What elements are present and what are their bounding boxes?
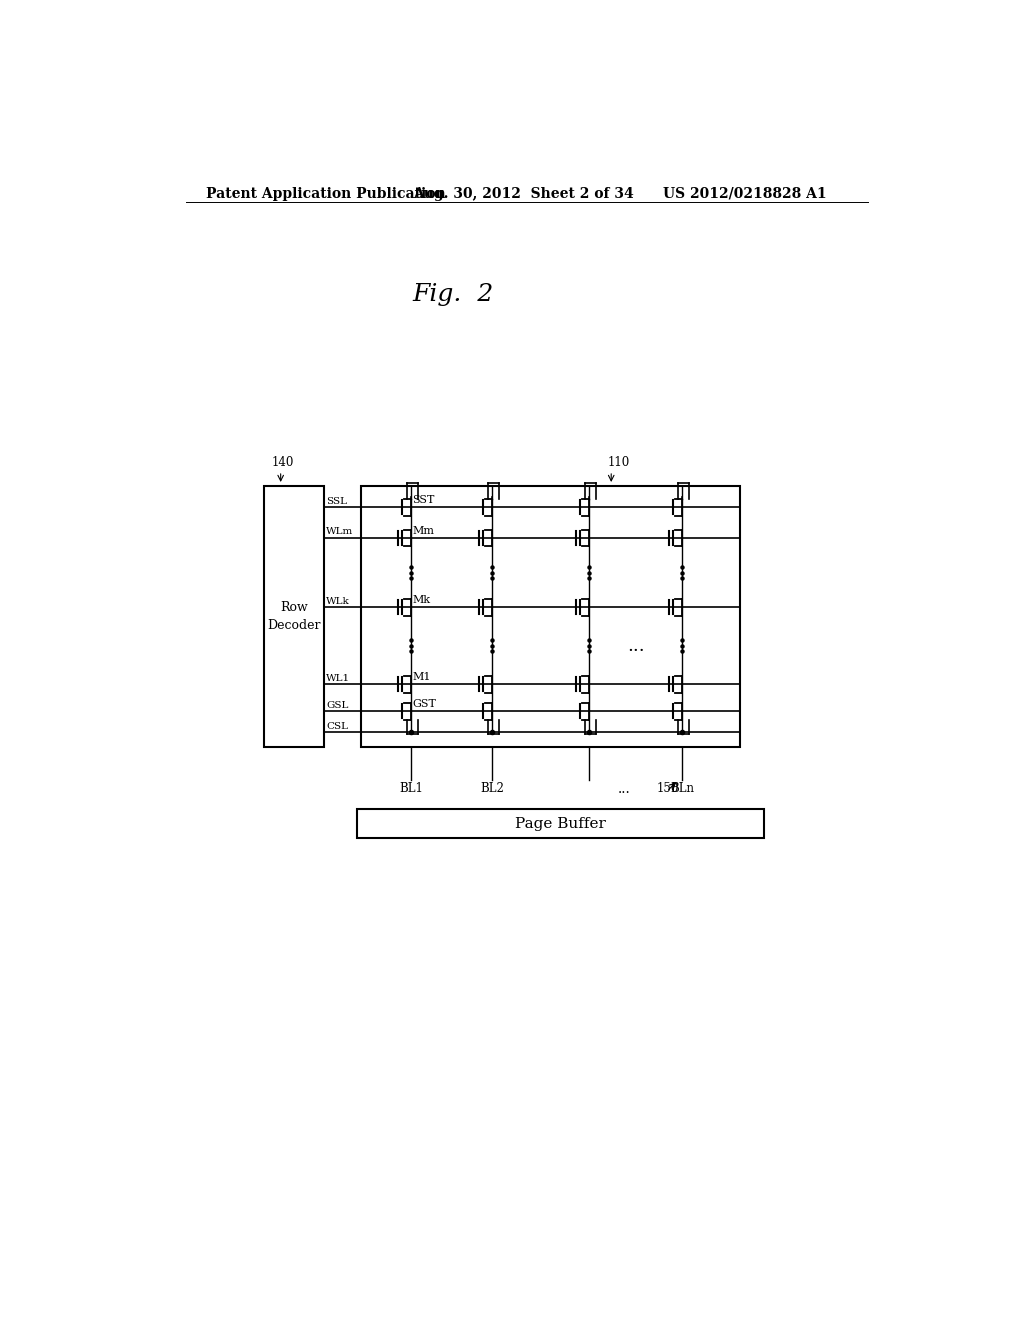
Bar (356, 809, 764, 838)
Bar (360, 486, 740, 747)
Text: ...: ... (627, 636, 644, 655)
Text: CSL: CSL (327, 722, 348, 730)
Text: ...: ... (617, 781, 631, 796)
Text: Mm: Mm (413, 525, 434, 536)
Text: GSL: GSL (327, 701, 349, 710)
Text: M1: M1 (413, 672, 431, 682)
Text: WLk: WLk (327, 597, 350, 606)
Text: BL1: BL1 (399, 781, 423, 795)
Text: GST: GST (413, 700, 436, 709)
Text: Patent Application Publication: Patent Application Publication (206, 187, 445, 201)
Text: WLm: WLm (327, 528, 353, 536)
Text: US 2012/0218828 A1: US 2012/0218828 A1 (663, 187, 826, 201)
Text: Mk: Mk (413, 595, 430, 605)
Text: BL2: BL2 (480, 781, 504, 795)
Text: Fig.  2: Fig. 2 (413, 284, 495, 306)
Text: Aug. 30, 2012  Sheet 2 of 34: Aug. 30, 2012 Sheet 2 of 34 (414, 187, 634, 201)
Text: 140: 140 (271, 455, 294, 469)
Text: WL1: WL1 (327, 673, 350, 682)
Text: SST: SST (413, 495, 435, 506)
Text: BLn: BLn (670, 781, 694, 795)
Text: Page Buffer: Page Buffer (515, 817, 605, 830)
Text: 110: 110 (607, 455, 630, 469)
Text: SSL: SSL (327, 496, 347, 506)
Text: Row
Decoder: Row Decoder (267, 601, 321, 632)
Bar (263, 486, 324, 747)
Text: 150: 150 (657, 781, 679, 795)
